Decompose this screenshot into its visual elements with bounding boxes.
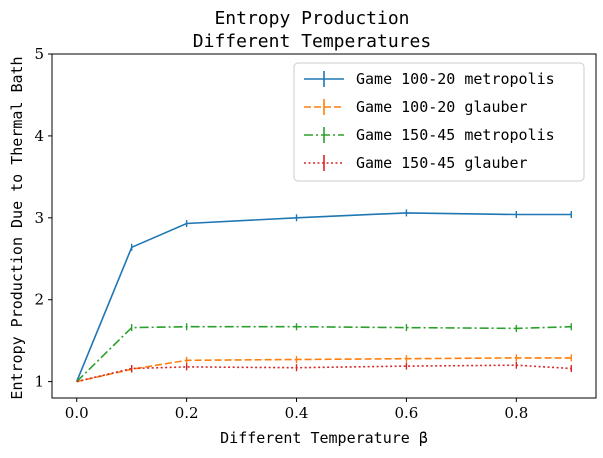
legend-label: Game 150-45 metropolis xyxy=(356,126,555,144)
x-tick-label: 0.8 xyxy=(504,404,528,422)
y-tick-label: 2 xyxy=(34,291,44,309)
legend-box xyxy=(293,62,585,182)
legend-label: Game 150-45 glauber xyxy=(356,154,528,172)
x-tick-label: 0.4 xyxy=(285,404,309,422)
y-axis-label: Entropy Production Due to Thermal Bath xyxy=(8,56,26,399)
series-lines xyxy=(75,209,572,383)
series-line-3 xyxy=(76,325,572,383)
y-tick-label: 4 xyxy=(34,127,44,145)
y-tick-label: 1 xyxy=(34,373,44,391)
axis-ticks: 0.0 0.2 0.4 0.6 0.8 1 2 3 4 5 xyxy=(34,45,528,422)
y-tick-label: 3 xyxy=(34,209,44,227)
legend-label: Game 100-20 metropolis xyxy=(356,70,555,88)
chart-title: Entropy Production xyxy=(214,8,409,29)
plot-area xyxy=(51,53,597,399)
x-tick-label: 0.2 xyxy=(175,404,199,422)
chart-subtitle: Different Temperatures xyxy=(193,31,431,52)
y-tick-label: 5 xyxy=(34,45,44,63)
series-line-1 xyxy=(75,212,572,382)
legend-label: Game 100-20 glauber xyxy=(356,98,528,116)
x-tick-label: 0.6 xyxy=(394,404,418,422)
series-line-4 xyxy=(76,364,572,383)
x-axis-label: Different Temperature β xyxy=(220,429,428,447)
legend: Game 100-20 metropolis Game 100-20 glaube… xyxy=(293,62,585,182)
series-line-2 xyxy=(76,357,572,383)
x-tick-label: 0.0 xyxy=(65,404,89,422)
